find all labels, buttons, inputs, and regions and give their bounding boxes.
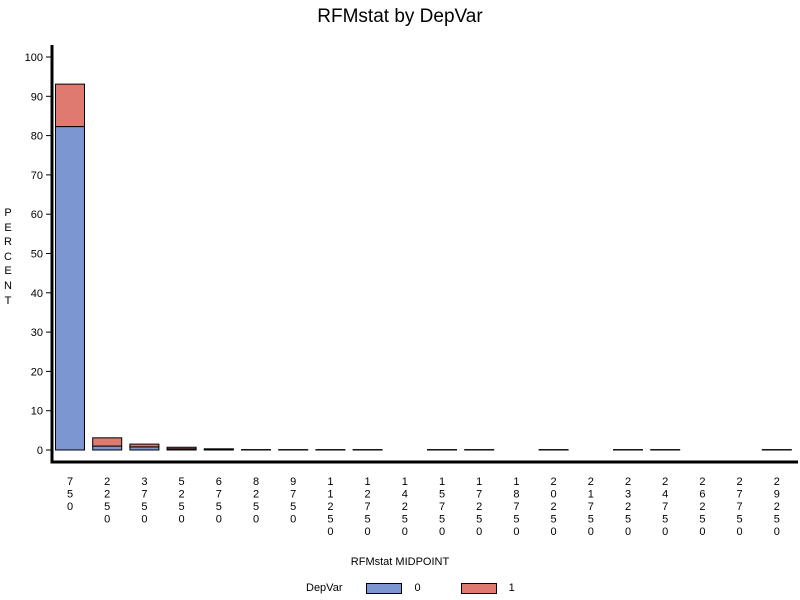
y-tick-label: 20 xyxy=(31,366,43,378)
bar-segment-2250-series-0 xyxy=(92,445,123,451)
y-tick-label: 50 xyxy=(31,249,43,261)
y-label-letter: C xyxy=(4,250,12,263)
y-label-letter: E xyxy=(4,221,12,234)
y-tick-label: 10 xyxy=(31,406,43,418)
legend-swatch-0 xyxy=(366,582,403,594)
y-label-letter: E xyxy=(4,265,12,278)
bar-segment-2250-series-1 xyxy=(92,437,123,447)
y-tick-label: 90 xyxy=(31,91,43,103)
y-tick-label: 60 xyxy=(31,209,43,221)
bar-segment-3750-series-1 xyxy=(129,443,160,448)
x-axis-label: RFMstat MIDPOINT xyxy=(350,556,450,568)
bar-segment-6750-series-1 xyxy=(203,448,234,450)
y-tick-label: 40 xyxy=(31,288,43,300)
chart-title: RFMstat by DepVar xyxy=(317,6,483,27)
y-label-letter: T xyxy=(4,294,12,307)
legend: DepVar 0 1 xyxy=(306,582,555,594)
y-label-letter: P xyxy=(4,207,12,219)
y-tick-label: 30 xyxy=(31,327,43,339)
legend-label-1: 1 xyxy=(508,582,515,594)
bars-group xyxy=(55,83,792,451)
y-tick-label: 0 xyxy=(37,445,43,457)
y-tick-label: 100 xyxy=(25,52,43,64)
y-tick-label: 70 xyxy=(31,170,43,182)
x-axis-ticks: 7 5 0 2 2 5 0 3 7 5 0 5 2 5 0 6 7 5 0 8 2 5 0 9 7 5 0 1 1 2 5 0 1 2 7 5 0 1 4 2… xyxy=(67,476,780,538)
legend-label-0: 0 xyxy=(414,582,421,594)
legend-item-0: 0 xyxy=(366,582,421,594)
legend-swatch-1 xyxy=(460,582,497,594)
y-axis: 0 10 20 30 40 50 60 70 80 90 100 xyxy=(25,45,798,464)
legend-title: DepVar xyxy=(306,582,343,594)
y-label-letter: R xyxy=(4,236,12,249)
bar-segment-5250-series-1 xyxy=(166,446,197,450)
bar-segment-750-series-1 xyxy=(55,83,85,128)
bar-segment-750-series-0 xyxy=(55,126,85,451)
y-label-letter: N xyxy=(4,279,12,292)
legend-item-1: 1 xyxy=(460,582,515,594)
y-tick-label: 80 xyxy=(31,131,43,143)
